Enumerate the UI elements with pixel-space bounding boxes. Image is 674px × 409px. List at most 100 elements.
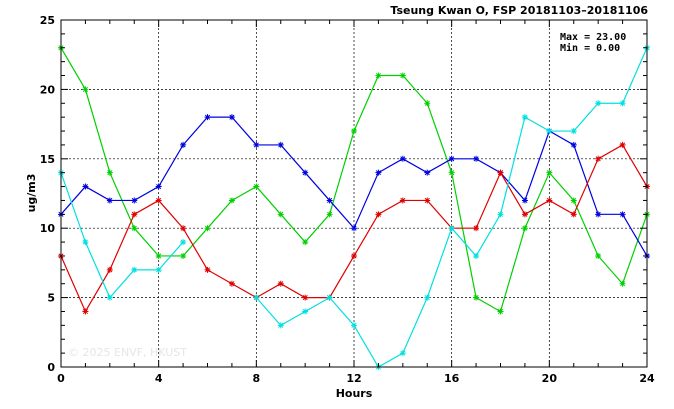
- y-axis-label: ug/m3: [25, 174, 38, 213]
- data-point: [595, 100, 602, 107]
- data-point: [399, 197, 406, 204]
- series-layer: [58, 44, 650, 370]
- x-tick-label: 0: [57, 372, 65, 385]
- data-point: [351, 252, 357, 259]
- data-point: [204, 225, 211, 232]
- data-point: [253, 141, 260, 148]
- stats-max: Max = 23.00: [560, 32, 626, 43]
- stats-min: Min = 0.00: [560, 42, 620, 54]
- data-point: [302, 239, 309, 246]
- data-point: [497, 169, 504, 176]
- data-point: [180, 252, 187, 259]
- data-point: [155, 266, 162, 273]
- x-tick-label: 16: [444, 372, 460, 385]
- data-point: [351, 322, 357, 329]
- series-line: [60, 47, 648, 368]
- data-point: [521, 197, 528, 204]
- data-point: [131, 197, 138, 204]
- data-point: [326, 294, 333, 301]
- data-point: [570, 211, 577, 218]
- data-point: [302, 308, 309, 315]
- data-point: [424, 197, 431, 204]
- data-point: [228, 280, 235, 287]
- data-point: [497, 211, 504, 218]
- data-point: [204, 266, 211, 273]
- data-point: [131, 266, 138, 273]
- data-point: [448, 225, 455, 232]
- data-point: [351, 128, 357, 135]
- data-point: [595, 252, 602, 259]
- data-point: [277, 211, 284, 218]
- data-point: [473, 225, 480, 232]
- x-tick-label: 24: [639, 372, 655, 385]
- data-point: [473, 252, 480, 259]
- data-point: [375, 169, 382, 176]
- data-point: [521, 114, 528, 121]
- data-point: [82, 308, 89, 315]
- watermark: © 2025 ENVF, HKUST: [68, 346, 187, 359]
- tick-labels: 0 4 8 12 16 20 24 0 5 10 15 20 25: [40, 14, 655, 385]
- data-point: [228, 197, 235, 204]
- y-tick-label: 5: [47, 292, 55, 305]
- data-point: [106, 197, 113, 204]
- y-tick-label: 0: [47, 361, 55, 374]
- data-point: [82, 239, 89, 246]
- data-point: [619, 280, 626, 287]
- data-point: [180, 239, 187, 246]
- data-point: [399, 350, 406, 357]
- data-point: [180, 225, 187, 232]
- data-point: [253, 183, 260, 190]
- data-point: [326, 197, 333, 204]
- data-point: [619, 141, 626, 148]
- data-point: [277, 280, 284, 287]
- data-point: [473, 155, 480, 162]
- data-point: [595, 211, 602, 218]
- data-point: [253, 294, 260, 301]
- data-point: [570, 197, 577, 204]
- data-point: [570, 141, 577, 148]
- series-3: [58, 141, 650, 315]
- x-tick-label: 8: [253, 372, 261, 385]
- x-tick-label: 20: [542, 372, 558, 385]
- data-point: [619, 100, 626, 107]
- data-point: [302, 294, 309, 301]
- data-point: [131, 225, 138, 232]
- x-tick-label: 12: [346, 372, 361, 385]
- data-point: [82, 183, 89, 190]
- data-point: [155, 252, 162, 259]
- data-point: [546, 128, 553, 135]
- data-point: [473, 294, 480, 301]
- data-point: [106, 266, 113, 273]
- data-point: [521, 225, 528, 232]
- data-point: [448, 169, 455, 176]
- data-point: [277, 322, 284, 329]
- data-point: [546, 197, 553, 204]
- data-point: [424, 100, 431, 107]
- data-point: [106, 294, 113, 301]
- data-point: [570, 128, 577, 135]
- data-point: [106, 169, 113, 176]
- data-point: [326, 211, 333, 218]
- x-axis-label: Hours: [336, 387, 373, 400]
- data-point: [131, 211, 138, 218]
- grid: [61, 20, 647, 367]
- data-point: [228, 114, 235, 121]
- data-point: [497, 308, 504, 315]
- data-point: [546, 169, 553, 176]
- y-tick-label: 15: [40, 153, 55, 166]
- data-point: [424, 169, 431, 176]
- data-point: [82, 86, 89, 93]
- data-point: [595, 155, 602, 162]
- data-point: [375, 211, 382, 218]
- y-tick-label: 20: [40, 83, 56, 96]
- data-point: [399, 72, 406, 79]
- chart-title: Tseung Kwan O, FSP 20181103–20181106: [390, 4, 648, 17]
- data-point: [424, 294, 431, 301]
- data-point: [399, 155, 406, 162]
- data-point: [619, 211, 626, 218]
- ticks: [60, 19, 648, 368]
- data-point: [204, 114, 211, 121]
- y-tick-label: 10: [40, 222, 56, 235]
- data-point: [521, 211, 528, 218]
